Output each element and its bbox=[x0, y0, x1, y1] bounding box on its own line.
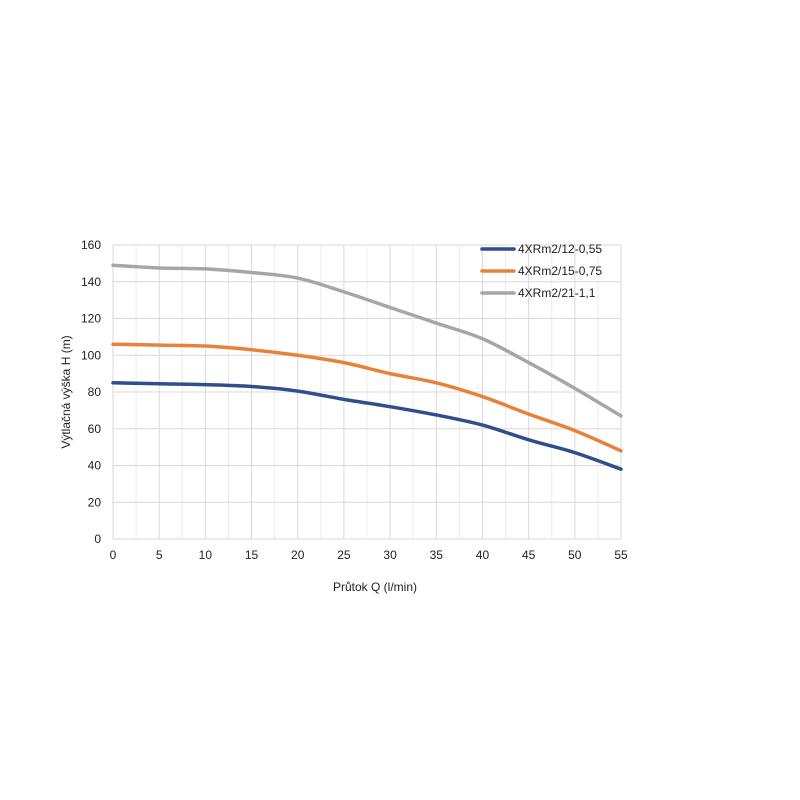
x-axis-ticks: 0 5 10 15 20 25 30 35 40 45 50 55 bbox=[110, 548, 628, 562]
series-line bbox=[111, 342, 623, 453]
x-tick-label: 35 bbox=[430, 548, 444, 562]
x-tick-label: 15 bbox=[245, 548, 259, 562]
y-tick-label: 60 bbox=[88, 422, 102, 436]
y-tick-label: 0 bbox=[94, 532, 101, 546]
x-tick-label: 40 bbox=[476, 548, 490, 562]
x-tick-label: 5 bbox=[156, 548, 163, 562]
y-tick-label: 140 bbox=[81, 275, 101, 289]
legend-label: 4XRm2/15-0,75 bbox=[518, 264, 602, 278]
y-tick-label: 160 bbox=[81, 238, 101, 252]
y-axis-ticks: 0 20 40 60 80 100 120 140 160 bbox=[81, 238, 101, 546]
x-tick-label: 45 bbox=[522, 548, 536, 562]
y-axis-label: Výtlačná výška H (m) bbox=[59, 335, 73, 448]
y-tick-label: 120 bbox=[81, 312, 101, 326]
y-tick-label: 40 bbox=[88, 459, 102, 473]
series-line bbox=[111, 263, 623, 418]
y-tick-label: 20 bbox=[88, 495, 102, 509]
x-tick-label: 30 bbox=[383, 548, 397, 562]
x-tick-label: 20 bbox=[291, 548, 305, 562]
legend: 4XRm2/12-0,55 4XRm2/15-0,75 4XRm2/21-1,1 bbox=[480, 242, 602, 300]
x-tick-label: 55 bbox=[614, 548, 628, 562]
x-tick-label: 0 bbox=[110, 548, 117, 562]
series-line bbox=[111, 381, 623, 471]
x-tick-label: 50 bbox=[568, 548, 582, 562]
x-axis-label: Průtok Q (l/min) bbox=[333, 580, 417, 594]
x-tick-label: 25 bbox=[337, 548, 351, 562]
x-tick-label: 10 bbox=[199, 548, 213, 562]
grid-lines bbox=[112, 244, 622, 540]
series-lines bbox=[111, 263, 623, 471]
legend-label: 4XRm2/21-1,1 bbox=[518, 286, 596, 300]
y-tick-label: 100 bbox=[81, 348, 101, 362]
y-tick-label: 80 bbox=[88, 385, 102, 399]
legend-label: 4XRm2/12-0,55 bbox=[518, 242, 602, 256]
